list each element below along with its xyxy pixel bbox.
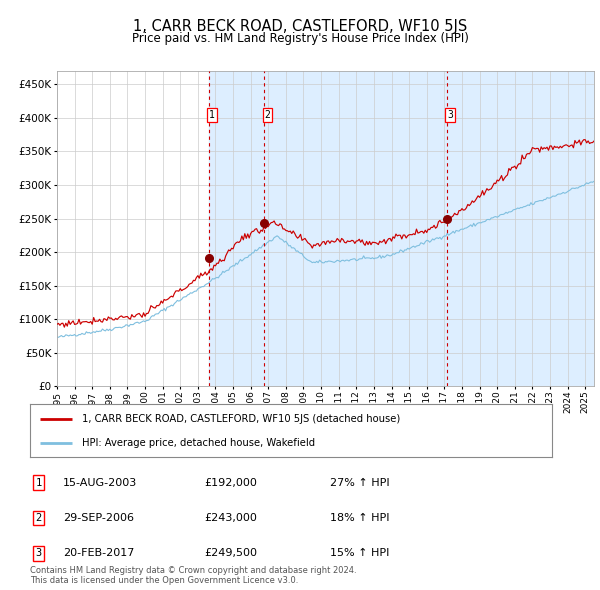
Text: 3: 3 bbox=[35, 549, 41, 558]
Text: 1, CARR BECK ROAD, CASTLEFORD, WF10 5JS: 1, CARR BECK ROAD, CASTLEFORD, WF10 5JS bbox=[133, 19, 467, 34]
Bar bbox=[209, 71, 264, 386]
Text: Contains HM Land Registry data © Crown copyright and database right 2024.
This d: Contains HM Land Registry data © Crown c… bbox=[30, 566, 356, 585]
Text: 1, CARR BECK ROAD, CASTLEFORD, WF10 5JS (detached house): 1, CARR BECK ROAD, CASTLEFORD, WF10 5JS … bbox=[82, 414, 400, 424]
Text: 1: 1 bbox=[209, 110, 215, 120]
Text: 2: 2 bbox=[35, 513, 41, 523]
Text: 20-FEB-2017: 20-FEB-2017 bbox=[63, 549, 134, 558]
Text: 3: 3 bbox=[447, 110, 453, 120]
Text: HPI: Average price, detached house, Wakefield: HPI: Average price, detached house, Wake… bbox=[82, 438, 316, 448]
Bar bbox=[446, 71, 594, 386]
Text: 15-AUG-2003: 15-AUG-2003 bbox=[63, 478, 137, 487]
Text: £192,000: £192,000 bbox=[204, 478, 257, 487]
Bar bbox=[264, 71, 446, 386]
Text: 18% ↑ HPI: 18% ↑ HPI bbox=[330, 513, 389, 523]
Text: £243,000: £243,000 bbox=[204, 513, 257, 523]
Text: Price paid vs. HM Land Registry's House Price Index (HPI): Price paid vs. HM Land Registry's House … bbox=[131, 32, 469, 45]
Text: 15% ↑ HPI: 15% ↑ HPI bbox=[330, 549, 389, 558]
Text: 27% ↑ HPI: 27% ↑ HPI bbox=[330, 478, 389, 487]
Text: 29-SEP-2006: 29-SEP-2006 bbox=[63, 513, 134, 523]
Text: 1: 1 bbox=[35, 478, 41, 487]
Text: 2: 2 bbox=[265, 110, 271, 120]
Text: £249,500: £249,500 bbox=[204, 549, 257, 558]
